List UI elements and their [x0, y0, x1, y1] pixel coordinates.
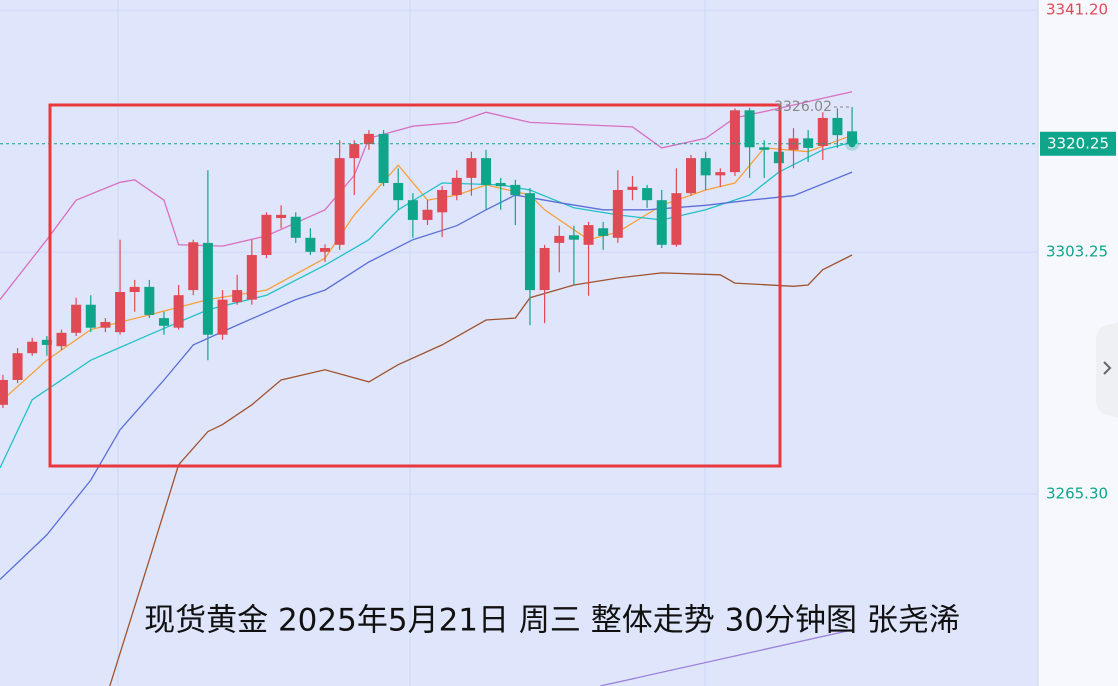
candle-body: [129, 286, 140, 292]
candle-body: [363, 133, 374, 145]
candle-body: [173, 295, 184, 328]
candle-body: [85, 304, 96, 328]
candle-body: [320, 248, 331, 252]
candle-body: [832, 117, 843, 136]
candle-body: [144, 286, 155, 315]
indicator-line: [600, 629, 853, 686]
candle-body: [612, 189, 623, 238]
candle-body: [539, 248, 550, 291]
candle-body: [261, 214, 272, 256]
candle-body: [510, 184, 521, 196]
candle-body: [686, 158, 697, 194]
candle-body: [407, 200, 418, 220]
candle-body: [715, 172, 726, 176]
y-tick-label: 3303.25: [1046, 243, 1108, 261]
plot: [0, 9, 1038, 686]
candle-body: [422, 209, 433, 220]
candle-body: [56, 332, 67, 347]
y-tick-label: 3341.20: [1046, 1, 1108, 19]
indicator-line: [0, 91, 853, 301]
candle-body: [378, 133, 389, 183]
candle-body: [217, 299, 228, 335]
chart-title: 现货黄金 2025年5月21日 周三 整体走势 30分钟图 张尧浠: [144, 603, 960, 639]
candle-body: [71, 304, 82, 333]
candle-body: [817, 117, 828, 146]
indicator-line: [109, 254, 853, 686]
highlight-box: [48, 103, 782, 468]
candle-body: [583, 225, 594, 245]
last-price-label: 3320.25: [1047, 134, 1109, 152]
candle-body: [700, 158, 711, 176]
candle-body: [729, 110, 740, 173]
candle-body: [349, 144, 360, 159]
candle-body: [276, 214, 287, 219]
candle-body: [115, 291, 126, 333]
candle-body: [466, 158, 477, 178]
candle-body: [671, 193, 682, 245]
candle-body: [188, 242, 199, 291]
plot-background: [0, 0, 1038, 686]
candle-body: [627, 186, 638, 190]
candle-body: [524, 193, 535, 291]
high-marker-label: 3326.02: [774, 99, 832, 115]
candle-body: [656, 200, 667, 245]
candle-body: [232, 290, 243, 303]
last-price-box: [1040, 131, 1116, 156]
candle-body: [0, 379, 8, 405]
candle-body: [158, 318, 169, 326]
candle-body: [568, 235, 579, 240]
candle-body: [759, 147, 770, 150]
indicator-line: [0, 171, 853, 580]
candle-body: [847, 131, 858, 144]
candle-body: [290, 216, 301, 238]
candle-body: [100, 321, 111, 328]
candle-body: [334, 158, 345, 245]
candle-body: [437, 189, 448, 213]
collapse-arrow: [1103, 361, 1112, 375]
candle-body: [12, 353, 23, 380]
candle-body: [451, 177, 462, 196]
candle-body: [744, 110, 755, 148]
candle-body: [554, 235, 565, 243]
candle-body: [393, 182, 404, 201]
candle-body: [246, 255, 257, 300]
candle-body: [202, 242, 213, 335]
last-price-dot: [848, 140, 856, 148]
candle-body: [803, 138, 814, 148]
candle-body: [41, 339, 52, 345]
y-tick-label: 3265.30: [1046, 485, 1108, 503]
candle-body: [495, 182, 506, 187]
candle-body: [598, 228, 609, 236]
candle-body: [642, 188, 653, 201]
candle-body: [481, 158, 492, 185]
candle-body: [27, 341, 38, 354]
candle-body: [305, 237, 316, 252]
